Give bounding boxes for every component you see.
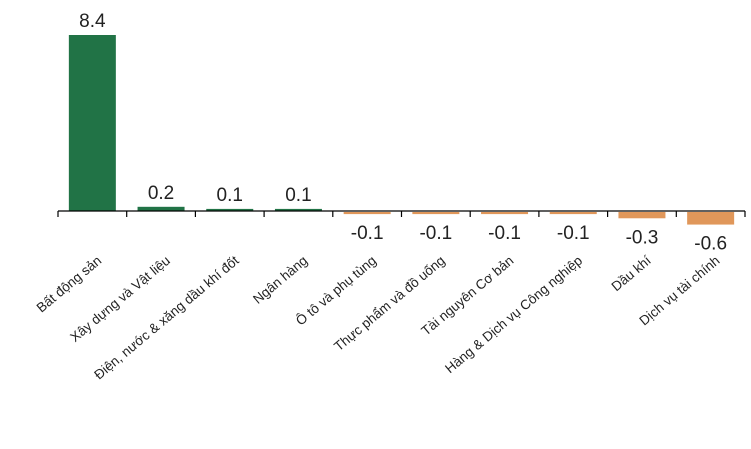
- data-label: -0.1: [419, 223, 452, 244]
- x-axis-ticks: [57, 211, 746, 217]
- value-labels: 8.4 0.2 0.1 0.1 -0.1 -0.1 -0.1 -0.1 -0.3 -0.6: [79, 11, 727, 255]
- data-label: -0.6: [694, 234, 727, 255]
- bar: [618, 212, 666, 219]
- bar: [137, 206, 185, 211]
- bar: [687, 212, 735, 225]
- data-label: -0.1: [488, 223, 521, 244]
- data-label: 0.1: [285, 185, 311, 206]
- bars-group: [68, 35, 735, 225]
- category-label: Thực phẩm và đồ uống: [331, 253, 448, 354]
- bar: [412, 212, 460, 215]
- data-label: -0.3: [626, 227, 659, 248]
- category-label: Hàng & Dịch vụ Công nghiệp: [442, 253, 585, 376]
- bar: [206, 208, 254, 211]
- data-label: 0.1: [217, 185, 243, 206]
- data-label: -0.1: [351, 223, 384, 244]
- data-label: -0.1: [557, 223, 590, 244]
- data-label: 8.4: [79, 11, 106, 32]
- category-label: Điện, nước & xăng dầu khí đốt: [91, 253, 242, 383]
- bar: [481, 212, 529, 215]
- category-label: Bất động sản: [34, 253, 105, 316]
- bar: [274, 208, 322, 211]
- data-label: 0.2: [148, 183, 174, 204]
- bar: [68, 35, 116, 211]
- bar: [549, 212, 597, 215]
- bar: [343, 212, 391, 215]
- category-label: Dầu khí: [609, 253, 654, 295]
- category-label: Ngân hàng: [250, 253, 310, 307]
